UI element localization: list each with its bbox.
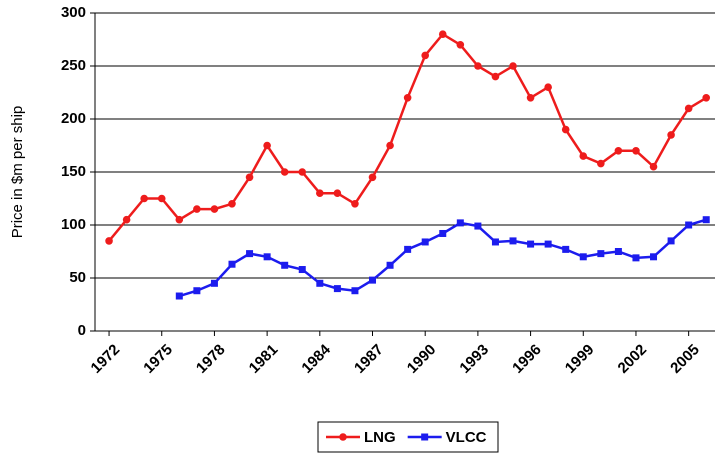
y-tick-label: 200 — [61, 110, 86, 127]
data-point — [228, 260, 236, 268]
legend-label: VLCC — [446, 429, 487, 446]
data-point — [280, 168, 289, 176]
x-tick-label: 1984 — [298, 341, 334, 377]
data-point — [298, 266, 306, 274]
data-point — [157, 194, 166, 203]
y-tick-label: 100 — [61, 216, 86, 233]
data-point — [614, 248, 622, 255]
data-point — [316, 189, 324, 197]
data-point — [140, 194, 148, 203]
data-point — [562, 245, 570, 253]
x-tick-label: 1972 — [88, 341, 124, 377]
data-point — [544, 240, 552, 248]
data-point — [632, 147, 640, 155]
data-point — [351, 200, 359, 208]
data-point — [228, 200, 236, 208]
data-point — [281, 261, 289, 269]
data-point — [316, 279, 324, 287]
data-point — [421, 238, 429, 246]
data-point — [702, 94, 711, 102]
legend-label: LNG — [364, 429, 396, 446]
data-point — [509, 237, 517, 245]
x-tick-label: 1981 — [246, 341, 282, 377]
data-point — [263, 253, 271, 261]
data-point — [263, 141, 271, 150]
x-tick-label: 2005 — [667, 341, 703, 377]
y-tick-label: 150 — [61, 163, 86, 180]
data-point — [193, 205, 201, 213]
data-point — [246, 250, 254, 258]
data-point — [368, 173, 377, 182]
data-point — [561, 125, 570, 134]
data-point — [702, 216, 710, 224]
data-point — [386, 141, 394, 150]
data-point — [579, 253, 587, 261]
x-tick-label: 1996 — [509, 341, 545, 377]
legend-marker — [339, 433, 347, 441]
data-point — [649, 162, 658, 171]
data-point — [245, 173, 254, 182]
data-point — [491, 72, 500, 81]
data-point — [667, 131, 675, 139]
data-point — [597, 250, 605, 258]
y-tick-label: 50 — [69, 269, 86, 286]
y-axis-label: Price in $m per ship — [9, 106, 26, 239]
data-point — [491, 238, 499, 246]
data-point — [526, 94, 535, 102]
data-point — [351, 287, 359, 295]
legend: LNG VLCC — [317, 421, 499, 453]
data-point — [650, 253, 658, 261]
data-point — [544, 83, 552, 91]
x-tick-label: 1975 — [140, 341, 176, 377]
x-tick-label: 1987 — [351, 341, 387, 377]
data-point — [369, 276, 377, 284]
data-point — [474, 62, 482, 70]
data-point — [122, 215, 131, 224]
data-point — [404, 245, 412, 253]
data-point — [527, 240, 535, 248]
data-point — [210, 205, 219, 213]
data-point — [439, 229, 447, 237]
data-point — [667, 237, 675, 245]
data-point — [105, 237, 113, 245]
x-tick-label: 2002 — [615, 341, 651, 377]
data-point — [193, 287, 201, 295]
data-point — [614, 147, 623, 155]
data-point — [474, 222, 482, 230]
data-point — [456, 219, 464, 227]
x-tick-label: 1990 — [404, 341, 440, 377]
data-point — [685, 221, 693, 229]
x-tick-label: 1978 — [193, 341, 229, 377]
data-point — [421, 51, 429, 60]
data-point — [403, 94, 412, 102]
data-point — [175, 215, 184, 224]
data-point — [333, 285, 341, 293]
data-point — [386, 261, 394, 269]
data-point — [632, 254, 640, 262]
data-point — [597, 159, 605, 168]
data-point — [438, 30, 447, 38]
legend-marker — [421, 433, 429, 441]
y-tick-label: 250 — [61, 57, 86, 74]
data-point — [298, 168, 307, 176]
data-point — [684, 104, 693, 113]
x-tick-label: 1999 — [562, 341, 598, 377]
data-point — [175, 292, 183, 300]
data-point — [509, 62, 517, 70]
data-point — [210, 279, 218, 287]
y-tick-label: 300 — [61, 4, 86, 21]
data-point — [579, 152, 588, 160]
x-tick-label: 1993 — [456, 341, 492, 377]
data-point — [333, 189, 342, 197]
data-point — [456, 41, 465, 49]
y-tick-label: 0 — [78, 322, 86, 339]
